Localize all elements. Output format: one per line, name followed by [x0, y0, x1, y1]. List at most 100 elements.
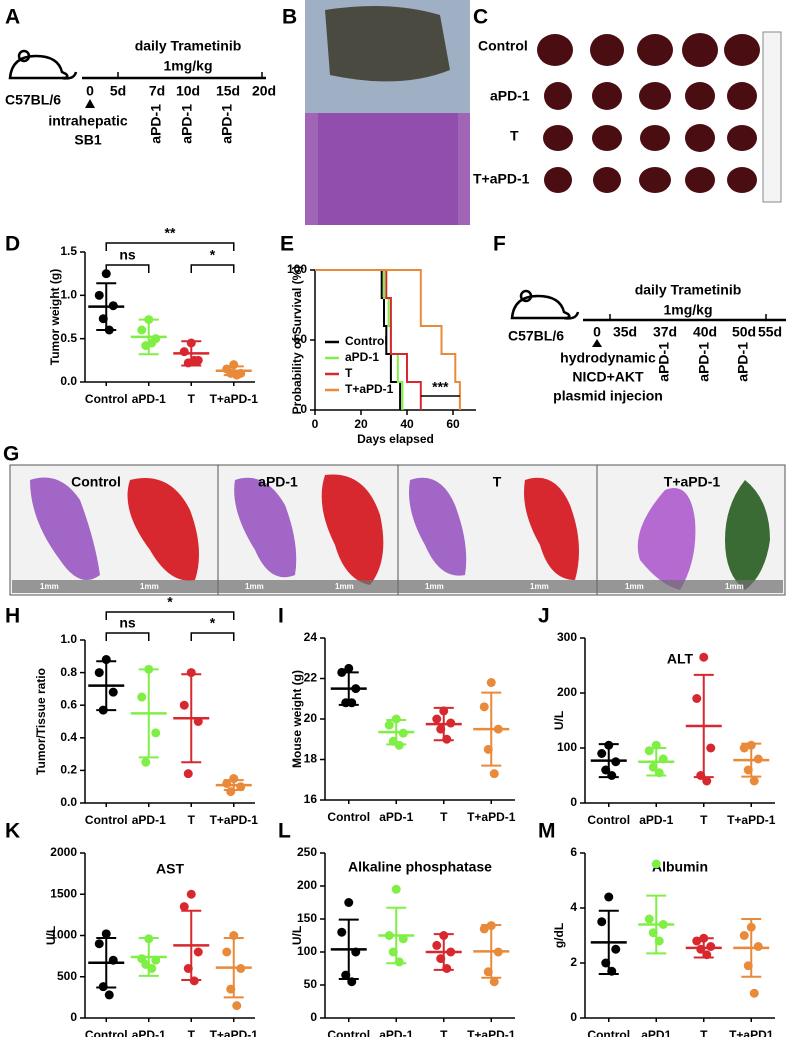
error-bar [693, 673, 714, 779]
data-point [489, 977, 499, 987]
x-tick-label: T+aPD-1 [467, 1028, 516, 1037]
y-tick-label: 24 [304, 630, 318, 644]
data-point [137, 325, 147, 335]
legend-label: Control [345, 334, 388, 348]
data-point [597, 917, 607, 927]
error-bar [138, 668, 159, 759]
significance-label: ns [119, 615, 136, 631]
antibody-dose: aPD-1 [179, 104, 195, 144]
error-bar [741, 918, 762, 978]
x-tick-label: 0 [312, 417, 319, 431]
error-bar [741, 742, 762, 778]
row-label: aPD-1 [490, 88, 530, 104]
antibody-dose: aPD-1 [696, 342, 712, 382]
antibody-dose: aPD-1 [735, 342, 751, 382]
significance-bracket [105, 264, 150, 273]
survival-curve [315, 269, 422, 410]
injection: NICD+AKT [572, 369, 644, 385]
scale-bars: 1mm 1mm 1mm 1mm 1mm 1mm 1mm 1mm [40, 582, 744, 591]
panel-letter: D [5, 233, 20, 256]
day: 40d [693, 324, 717, 340]
data-point [94, 668, 104, 678]
x-tick-label: aPD-1 [132, 392, 166, 406]
legend-label: T+aPD-1 [345, 382, 394, 396]
day: 20d [252, 83, 276, 99]
x-tick-label: T [188, 392, 196, 406]
scale-label: 1mm [625, 582, 644, 591]
x-tick-label: Control [327, 810, 370, 824]
antibody-dose: aPD-1 [219, 104, 235, 144]
error-bar [481, 691, 502, 767]
y-tick-label: 150 [297, 911, 317, 925]
significance-label: ns [119, 247, 136, 263]
panel-letter: M [538, 820, 556, 843]
mouse-icon [8, 49, 78, 80]
y-tick-label: 2000 [50, 845, 77, 859]
y-tick-label: 22 [304, 671, 318, 685]
significance-bracket [105, 632, 150, 641]
injection: hydrodynamic [560, 350, 656, 366]
error-bar [138, 318, 159, 356]
injection-marker [85, 99, 95, 108]
data-point [651, 859, 661, 869]
group-label: T [493, 474, 502, 490]
y-tick-label: 6 [570, 845, 577, 859]
dose: 1mg/kg [663, 302, 712, 318]
x-tick-label: aPD-1 [379, 810, 413, 824]
error-bar [646, 894, 667, 955]
data-point [179, 347, 189, 357]
day: 0 [86, 83, 94, 99]
data-point [384, 720, 394, 730]
survival-curve [315, 269, 402, 410]
data-point [141, 757, 151, 767]
error-bar [481, 923, 502, 979]
panel-letter: F [493, 233, 506, 256]
injection: intrahepatic [48, 113, 128, 129]
data-point [702, 776, 712, 786]
day: 10d [176, 83, 200, 99]
significance-bracket [190, 632, 235, 641]
y-tick-label: 50 [294, 332, 308, 346]
y-tick-label: 20 [304, 711, 318, 725]
error-bar [433, 706, 454, 742]
error-bar [386, 906, 407, 965]
error-bar [338, 671, 359, 706]
antibody-dose: aPD-1 [656, 342, 672, 382]
x-tick-label: 20 [354, 417, 368, 431]
histology-image [305, 0, 470, 225]
error-bar [138, 936, 159, 977]
data-point [611, 944, 621, 954]
y-tick-label: 0 [570, 795, 577, 809]
panel-letter: G [3, 443, 19, 466]
y-tick-label: 0 [570, 1010, 577, 1024]
x-tick-label: T+aPD1 [729, 1028, 774, 1037]
day: 37d [653, 324, 677, 340]
group-label: Control [71, 474, 121, 490]
x-tick-label: T [440, 810, 448, 824]
data-point [706, 743, 716, 753]
data-point [183, 769, 193, 779]
treatment: daily Trametinib [635, 282, 742, 298]
x-tick-label: T+aPD-1 [210, 1028, 259, 1037]
error-bar [181, 673, 202, 764]
x-tick-label: T [700, 813, 708, 827]
y-axis-title: U/L [552, 711, 566, 730]
legend-label: T [345, 366, 353, 380]
y-tick-label: 1.5 [60, 244, 77, 258]
scale-label: 1mm [40, 582, 59, 591]
injection-marker [592, 339, 602, 347]
scale-label: 1mm [245, 582, 264, 591]
data-point [137, 692, 147, 702]
y-tick-label: 1.0 [60, 288, 77, 302]
data-point [479, 702, 489, 712]
error-bar [433, 933, 454, 971]
y-tick-label: 200 [297, 878, 317, 892]
data-point [186, 889, 196, 899]
tissue-images [9, 464, 786, 596]
y-tick-label: 0.2 [60, 763, 77, 777]
y-tick-label: 0.5 [60, 331, 77, 345]
y-axis-title: Probability of Survival (%) [290, 266, 304, 415]
y-tick-label: 0.0 [60, 374, 77, 388]
x-tick-label: aPD-1 [639, 813, 673, 827]
injection: plasmid injecion [553, 388, 663, 404]
